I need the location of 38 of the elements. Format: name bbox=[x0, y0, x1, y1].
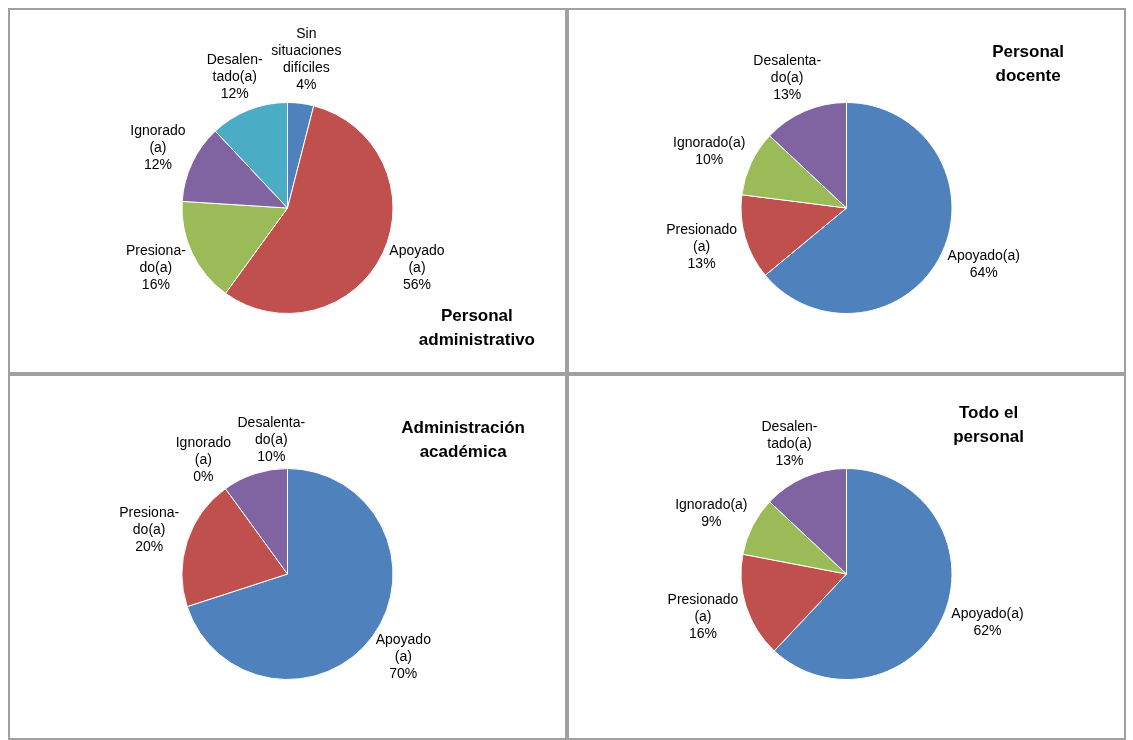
slice-label: Desalenta- do(a) bbox=[237, 413, 306, 447]
text: 0% bbox=[193, 467, 214, 484]
slice-label: Desalen- tado(a) bbox=[761, 418, 818, 452]
data-label: 62% bbox=[973, 622, 1002, 639]
data-label: 12% bbox=[220, 84, 249, 101]
data-label: 10% bbox=[695, 150, 724, 167]
data-label: 13% bbox=[687, 255, 716, 272]
category-label: Ignorado (a) bbox=[175, 433, 232, 467]
slice-label: Desalen- tado(a) bbox=[206, 50, 264, 84]
slice-label: Sin situaciones difíciles bbox=[271, 25, 342, 76]
slice-label: Presionado (a) bbox=[666, 221, 738, 255]
slice-label: Apoyado (a) bbox=[389, 241, 445, 275]
slice-label: Presiona- do(a) bbox=[119, 504, 180, 538]
chart-title: Personal docente bbox=[992, 41, 1064, 87]
data-label: 12% bbox=[143, 155, 172, 172]
data-label: 16% bbox=[141, 275, 170, 292]
data-label: 13% bbox=[775, 452, 804, 469]
slice-label: Ignorado(a) bbox=[675, 496, 748, 513]
slice-label: Apoyado (a) bbox=[375, 630, 432, 664]
text: Administración académica bbox=[401, 417, 525, 463]
data-label: 56% bbox=[403, 275, 432, 292]
chart-title: Todo el personal bbox=[953, 402, 1024, 448]
slice-label: Ignorado (a) bbox=[130, 121, 186, 155]
slice-label: Presionado (a) bbox=[667, 591, 739, 625]
slice-label: Desalenta- do(a) bbox=[753, 52, 822, 86]
data-label: 9% bbox=[701, 513, 722, 530]
data-label: 64% bbox=[969, 263, 998, 280]
slice-label: Apoyado(a) bbox=[947, 246, 1020, 263]
data-label: 70% bbox=[389, 664, 418, 681]
data-label: 16% bbox=[688, 625, 717, 642]
data-label: 13% bbox=[773, 86, 802, 103]
data-label: 20% bbox=[135, 538, 164, 555]
data-label: 4% bbox=[296, 76, 317, 93]
slice-label: Presiona- do(a) bbox=[125, 241, 187, 275]
slice-label: Ignorado(a) bbox=[673, 133, 746, 150]
slice-label: Apoyado(a) bbox=[951, 605, 1024, 622]
text: Personal administrativo bbox=[418, 305, 535, 351]
data-label: 10% bbox=[257, 447, 286, 464]
